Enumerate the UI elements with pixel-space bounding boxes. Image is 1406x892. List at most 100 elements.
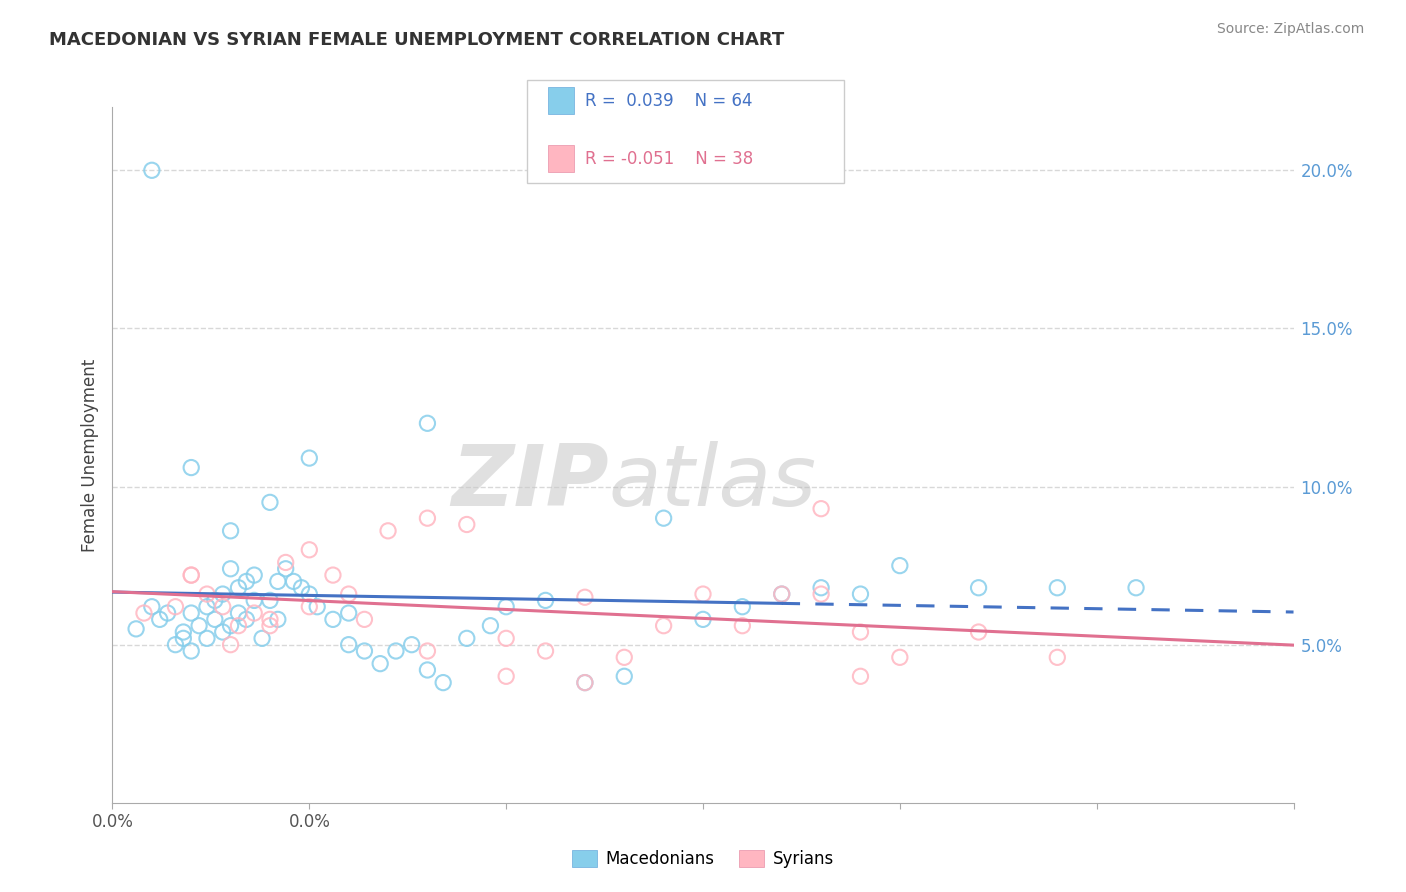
Point (337, 606, 360, 620)
Point (243, 568, 266, 582)
Point (731, 599, 754, 614)
Point (211, 599, 233, 614)
Point (613, 650, 636, 665)
Point (967, 625, 990, 640)
Point (849, 587, 872, 601)
Point (172, 632, 194, 646)
Point (274, 562, 297, 576)
Point (416, 644, 439, 658)
Point (165, 599, 187, 614)
Point (613, 669, 636, 683)
Point (211, 587, 233, 601)
Point (259, 612, 281, 626)
Point (195, 587, 218, 601)
Point (849, 669, 872, 683)
Point (243, 593, 266, 607)
Point (235, 574, 257, 589)
Point (810, 587, 832, 601)
Point (416, 417, 439, 431)
Point (337, 587, 360, 601)
Point (274, 556, 297, 570)
Point (219, 638, 242, 652)
Point (132, 606, 155, 620)
Point (322, 612, 344, 626)
Point (195, 599, 218, 614)
Point (204, 612, 226, 626)
Point (180, 568, 202, 582)
Point (283, 574, 305, 589)
Point (456, 632, 478, 646)
Point (770, 587, 793, 601)
Point (172, 625, 194, 640)
Point (298, 542, 321, 557)
Point (219, 618, 242, 632)
Point (180, 568, 202, 582)
Point (692, 587, 714, 601)
Text: R =  0.039    N = 64: R = 0.039 N = 64 (585, 92, 752, 110)
Point (149, 612, 172, 626)
Text: ZIP: ZIP (451, 442, 609, 524)
Point (495, 669, 517, 683)
Point (574, 675, 596, 690)
Point (211, 625, 233, 640)
Text: Source: ZipAtlas.com: Source: ZipAtlas.com (1216, 22, 1364, 37)
Point (1046, 650, 1069, 665)
Point (180, 644, 202, 658)
Point (307, 599, 329, 614)
Point (219, 524, 242, 538)
Point (692, 612, 714, 626)
Point (259, 495, 281, 509)
Point (889, 558, 911, 573)
Point (298, 599, 321, 614)
Point (1046, 581, 1069, 595)
Text: R = -0.051    N = 38: R = -0.051 N = 38 (585, 150, 754, 168)
Point (235, 612, 257, 626)
Point (534, 593, 557, 607)
Point (219, 562, 242, 576)
Point (368, 657, 391, 671)
Point (188, 618, 211, 632)
Legend: Macedonians, Syrians: Macedonians, Syrians (565, 843, 841, 874)
Point (259, 593, 281, 607)
Point (810, 581, 832, 595)
Point (165, 638, 187, 652)
Point (534, 644, 557, 658)
Point (574, 591, 596, 605)
Point (228, 606, 250, 620)
Point (770, 587, 793, 601)
Point (353, 644, 375, 658)
Point (495, 599, 517, 614)
Point (385, 644, 408, 658)
Point (849, 625, 872, 640)
Point (228, 618, 250, 632)
Point (731, 618, 754, 632)
Point (479, 618, 502, 632)
Point (456, 517, 478, 532)
Point (180, 460, 202, 475)
Point (228, 581, 250, 595)
Point (574, 675, 596, 690)
Point (652, 618, 675, 632)
Point (337, 638, 360, 652)
Point (652, 511, 675, 525)
Point (290, 581, 312, 595)
Point (195, 632, 218, 646)
Point (125, 622, 148, 636)
Point (141, 599, 163, 614)
Point (322, 568, 344, 582)
Point (267, 612, 290, 626)
Point (156, 606, 179, 620)
Point (495, 632, 517, 646)
Y-axis label: Female Unemployment: Female Unemployment (80, 359, 98, 551)
Point (141, 163, 163, 178)
Point (416, 663, 439, 677)
Point (1125, 581, 1147, 595)
Point (432, 675, 454, 690)
Point (259, 618, 281, 632)
Point (353, 612, 375, 626)
Point (967, 581, 990, 595)
Point (180, 606, 202, 620)
Text: MACEDONIAN VS SYRIAN FEMALE UNEMPLOYMENT CORRELATION CHART: MACEDONIAN VS SYRIAN FEMALE UNEMPLOYMENT… (49, 31, 785, 49)
Point (250, 632, 273, 646)
Text: atlas: atlas (609, 442, 817, 524)
